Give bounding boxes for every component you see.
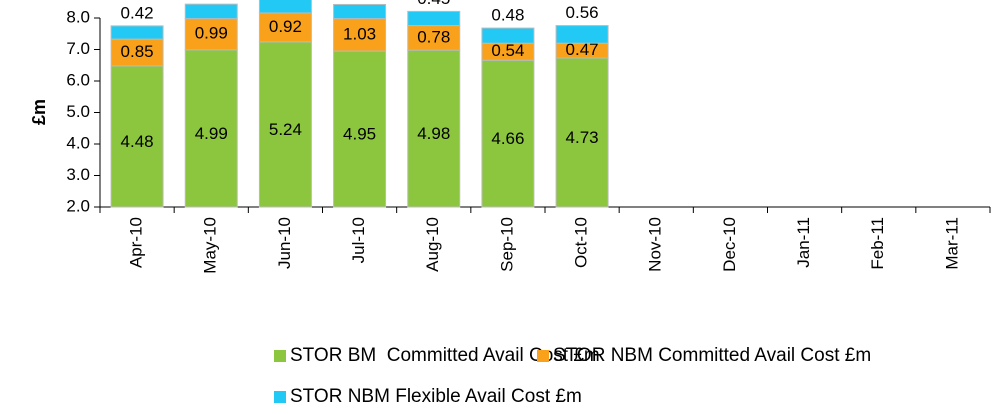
bar-segment: [333, 50, 387, 208]
data-label: 1.03: [343, 24, 376, 43]
data-label: 4.48: [121, 132, 154, 151]
data-label: 5.24: [269, 120, 302, 139]
y-axis-label: £m: [29, 99, 49, 125]
bar-segment: [258, 12, 312, 43]
data-label: 0.56: [566, 3, 599, 22]
x-tick-label: Jun-10: [275, 217, 294, 269]
data-label: 4.73: [566, 128, 599, 147]
y-tick-label: 8.0: [66, 7, 90, 26]
data-label: 0.92: [269, 17, 302, 36]
data-label: 4.99: [195, 124, 228, 143]
x-tick-label: May-10: [201, 217, 220, 274]
data-label: 4.95: [343, 125, 376, 144]
bar-segment: [333, 18, 387, 52]
x-tick-label: Jan-11: [794, 217, 813, 268]
bar-segment: [555, 25, 609, 44]
bar-segment: [333, 3, 387, 20]
y-tick-label: 4.0: [66, 133, 90, 152]
bar-segment: [407, 49, 461, 208]
legend-label: STOR NBM Committed Avail Cost £m: [553, 345, 871, 366]
bar-segment: [555, 57, 609, 208]
legend-swatch: [274, 350, 286, 362]
x-tick-label: Dec-10: [720, 217, 739, 272]
data-label: 0.46: [195, 0, 228, 1]
legend-label: STOR NBM Flexible Avail Cost £m: [290, 386, 582, 407]
y-tick-label: 3.0: [66, 165, 90, 184]
data-label: 0.48: [491, 6, 524, 25]
data-label: 0.54: [491, 41, 524, 60]
legend-swatch: [537, 350, 549, 362]
bar-segment: [258, 0, 312, 14]
x-tick-label: Apr-10: [127, 217, 146, 268]
x-tick-label: Mar-11: [942, 217, 961, 270]
x-tick-label: Sep-10: [497, 217, 516, 272]
data-label: 0.42: [121, 3, 154, 22]
bar-segment: [110, 38, 164, 67]
y-tick-label: 5.0: [66, 102, 90, 121]
bar-segment: [481, 59, 535, 208]
bar-segment: [184, 3, 238, 20]
y-tick-label: 7.0: [66, 39, 90, 58]
legend-label: STOR BM Committed Avail Cost £m: [290, 345, 600, 366]
bar-segment: [407, 25, 461, 51]
x-tick-label: Oct-10: [572, 217, 591, 268]
data-label: 4.66: [491, 129, 524, 148]
data-label: 4.98: [417, 124, 450, 143]
data-label: 0.47: [566, 40, 599, 59]
data-label: 0.45: [417, 0, 450, 8]
x-tick-label: Jul-10: [349, 217, 368, 263]
x-tick-label: Nov-10: [646, 217, 665, 272]
y-tick-label: 6.0: [66, 70, 90, 89]
bar-segment: [481, 27, 535, 44]
bar-segment: [110, 25, 164, 40]
bar-segment: [110, 65, 164, 208]
data-label: 0.99: [195, 24, 228, 43]
data-label: 0.45: [343, 0, 376, 1]
data-label: 0.85: [121, 42, 154, 61]
bar-segment: [184, 18, 238, 51]
y-tick-label: 2.0: [66, 196, 90, 215]
data-label: 0.78: [417, 27, 450, 46]
legend-swatch: [274, 391, 286, 403]
bar-segment: [184, 49, 238, 208]
x-tick-label: Feb-11: [868, 217, 887, 270]
x-tick-label: Aug-10: [423, 217, 442, 272]
bar-segment: [407, 10, 461, 27]
